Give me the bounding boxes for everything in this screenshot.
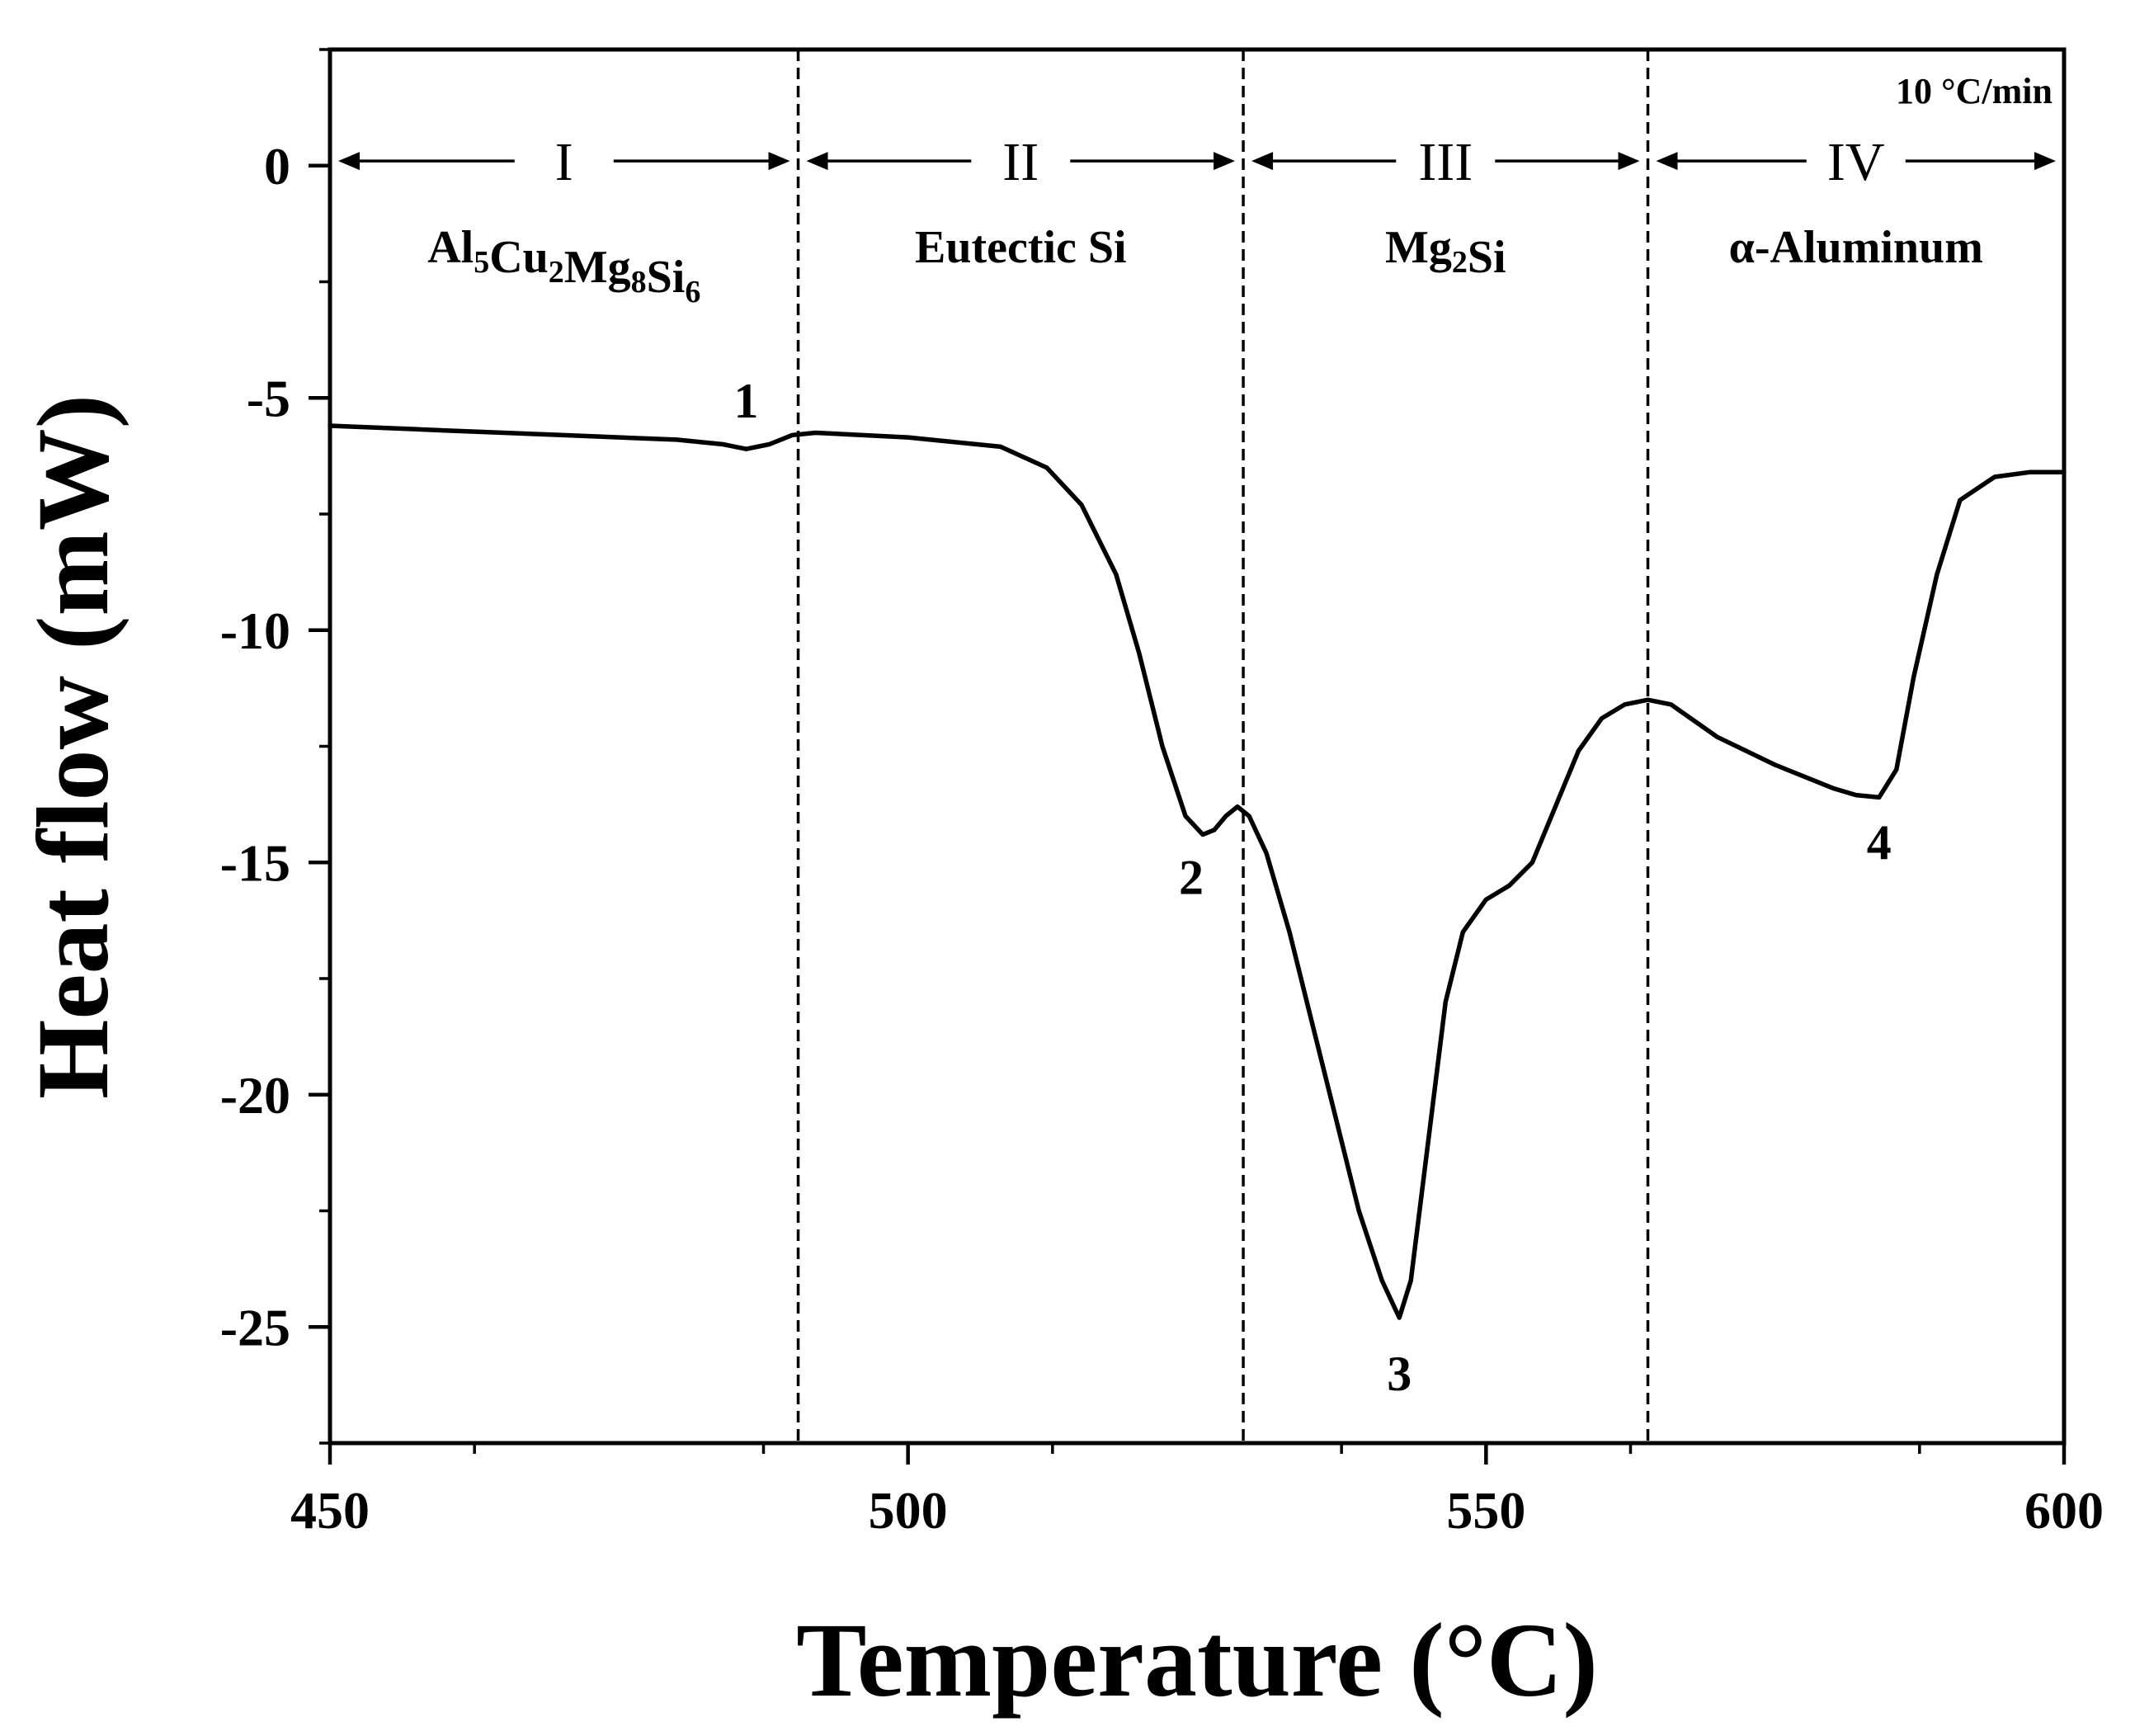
x-tick-label: 450 xyxy=(290,1481,370,1540)
y-tick-label: -20 xyxy=(220,1066,290,1125)
region-annotations: I Al5Cu2Mg8Si6 II Eutectic Si III Mg2Si IV α-Al… xyxy=(338,132,2056,309)
region-phase-label: Al5Cu2Mg8Si6 xyxy=(427,222,700,309)
y-tick-label: 0 xyxy=(264,137,290,196)
dsc-curve-line xyxy=(328,423,2067,1320)
x-tick-label: 500 xyxy=(869,1481,948,1540)
y-axis-title: Heat flow (mW) xyxy=(16,394,130,1099)
arrow-head-icon xyxy=(1618,152,1640,171)
region-numeral: IV xyxy=(1827,132,1885,192)
region-numeral: II xyxy=(1002,132,1039,192)
x-tick-label: 600 xyxy=(2024,1481,2104,1540)
heating-rate-annotation: 10 °C/min xyxy=(1896,71,2053,111)
region-phase-label: Mg2Si xyxy=(1385,222,1506,283)
x-axis-title: Temperature (°C) xyxy=(796,1602,1598,1719)
peak-labels: 1 2 3 4 xyxy=(733,374,1891,1401)
arrow-head-icon xyxy=(1251,152,1274,171)
region-boundaries xyxy=(796,50,1650,1443)
region-phase-label: α-Aluminum xyxy=(1729,222,1983,273)
x-tick-labels: 450 500 550 600 xyxy=(290,1481,2104,1540)
arrow-head-icon xyxy=(1656,152,1678,171)
y-tick-label: -10 xyxy=(220,601,290,660)
peak-label: 4 xyxy=(1867,815,1892,870)
arrow-head-icon xyxy=(2034,152,2056,171)
major-ticks xyxy=(309,163,2067,1465)
region-numeral: I xyxy=(555,132,573,192)
peak-label: 3 xyxy=(1387,1347,1412,1401)
arrow-head-icon xyxy=(806,152,828,171)
region-phase-label: Eutectic Si xyxy=(915,222,1127,273)
minor-ticks xyxy=(319,48,1921,1454)
arrow-head-icon xyxy=(768,152,790,171)
arrow-head-icon xyxy=(1214,152,1236,171)
y-tick-label: -25 xyxy=(220,1298,290,1356)
peak-label: 1 xyxy=(733,374,758,428)
arrow-head-icon xyxy=(338,152,360,171)
y-tick-label: -5 xyxy=(247,369,290,427)
peak-label: 2 xyxy=(1179,850,1204,904)
y-tick-label: -15 xyxy=(220,833,290,892)
y-tick-labels: 0 -5 -10 -15 -20 -25 xyxy=(220,137,290,1357)
x-tick-label: 550 xyxy=(1446,1481,1525,1540)
region-numeral: III xyxy=(1418,132,1473,192)
